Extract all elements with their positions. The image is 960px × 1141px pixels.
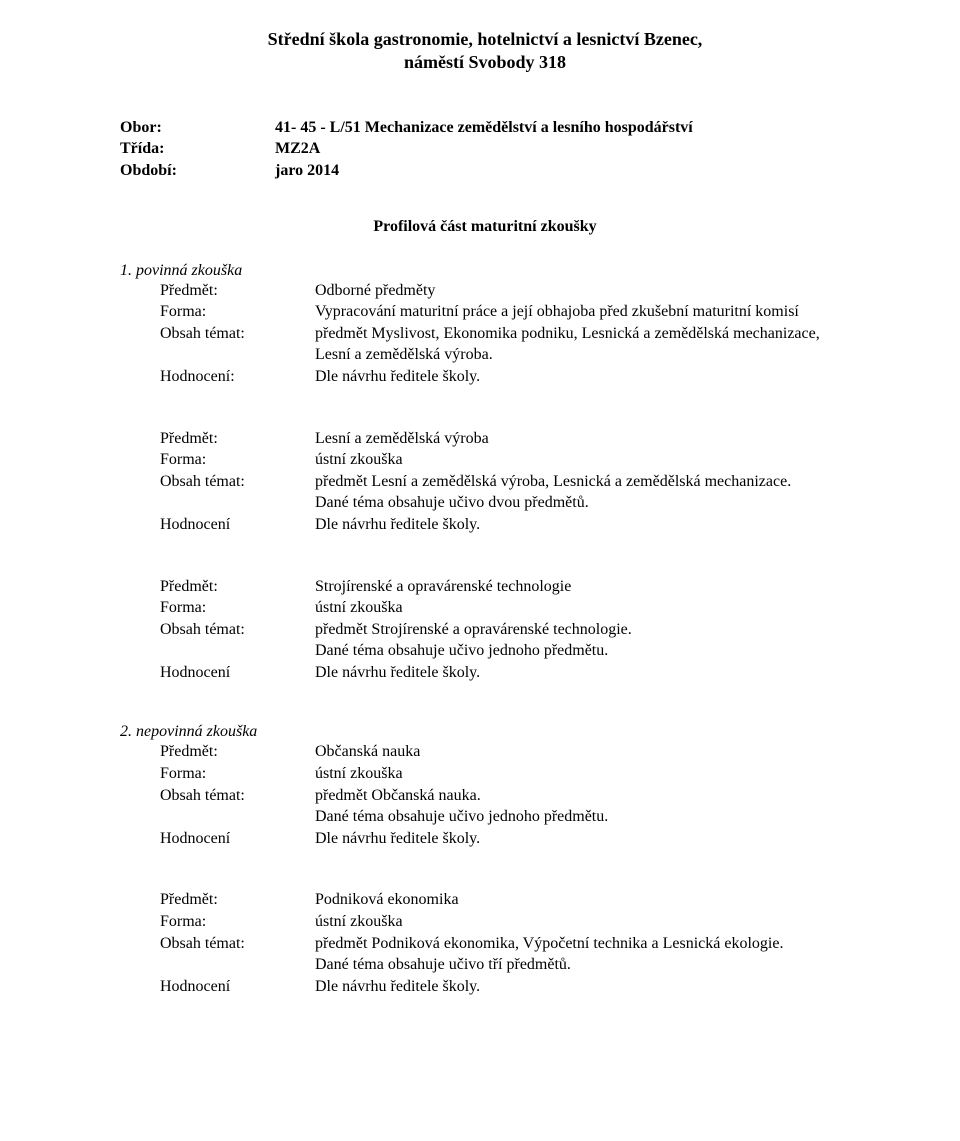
obsah-value-line1: předmět Občanská nauka. <box>315 785 850 807</box>
trida-label: Třída: <box>120 138 275 160</box>
obsah-value-line2: Dané téma obsahuje učivo jednoho předmět… <box>315 640 850 662</box>
predmet-value: Lesní a zemědělská výroba <box>315 428 850 450</box>
exam1-heading: 1. povinná zkouška <box>120 262 850 280</box>
obsah-empty-label <box>160 344 315 366</box>
forma-value: ústní zkouška <box>315 763 850 785</box>
forma-value: ústní zkouška <box>315 449 850 471</box>
hodnoceni-value: Dle návrhu ředitele školy. <box>315 828 850 850</box>
obsah-value-line2: Lesní a zemědělská výroba. <box>315 344 850 366</box>
forma-label: Forma: <box>160 449 315 471</box>
obsah-label: Obsah témat: <box>160 785 315 807</box>
section-5: Předmět: Podniková ekonomika Forma: ústn… <box>120 889 850 997</box>
school-name-line2: náměstí Svobody 318 <box>120 51 850 74</box>
predmet-label: Předmět: <box>160 889 315 911</box>
predmet-value: Podniková ekonomika <box>315 889 850 911</box>
forma-label: Forma: <box>160 301 315 323</box>
obsah-label: Obsah témat: <box>160 323 315 345</box>
forma-label: Forma: <box>160 597 315 619</box>
forma-value: Vypracování maturitní práce a její obhaj… <box>315 301 850 323</box>
predmet-value: Odborné předměty <box>315 280 850 302</box>
predmet-label: Předmět: <box>160 280 315 302</box>
obdobi-value: jaro 2014 <box>275 160 850 182</box>
school-name-line1: Střední škola gastronomie, hotelnictví a… <box>120 28 850 51</box>
predmet-label: Předmět: <box>160 428 315 450</box>
meta-row-obor: Obor: 41- 45 - L/51 Mechanizace zeměděls… <box>120 117 850 139</box>
obsah-value-line1: předmět Strojírenské a opravárenské tech… <box>315 619 850 641</box>
hodnoceni-value: Dle návrhu ředitele školy. <box>315 662 850 684</box>
meta-row-trida: Třída: MZ2A <box>120 138 850 160</box>
obsah-value-line1: předmět Myslivost, Ekonomika podniku, Le… <box>315 323 850 345</box>
hodnoceni-label: Hodnocení: <box>160 366 315 388</box>
obsah-value-line1: předmět Podniková ekonomika, Výpočetní t… <box>315 933 850 955</box>
hodnoceni-value: Dle návrhu ředitele školy. <box>315 514 850 536</box>
obsah-value-line2: Dané téma obsahuje učivo dvou předmětů. <box>315 492 850 514</box>
obsah-empty-label <box>160 806 315 828</box>
predmet-label: Předmět: <box>160 741 315 763</box>
section-3: Předmět: Strojírenské a opravárenské tec… <box>120 576 850 684</box>
obor-label: Obor: <box>120 117 275 139</box>
meta-row-obdobi: Období: jaro 2014 <box>120 160 850 182</box>
hodnoceni-label: Hodnocení <box>160 828 315 850</box>
obsah-empty-label <box>160 492 315 514</box>
section-2: Předmět: Lesní a zemědělská výroba Forma… <box>120 428 850 536</box>
forma-value: ústní zkouška <box>315 911 850 933</box>
section-4: Předmět: Občanská nauka Forma: ústní zko… <box>120 741 850 849</box>
document-page: Střední škola gastronomie, hotelnictví a… <box>0 0 960 1141</box>
predmet-value: Strojírenské a opravárenské technologie <box>315 576 850 598</box>
hodnoceni-label: Hodnocení <box>160 662 315 684</box>
obsah-label: Obsah témat: <box>160 933 315 955</box>
obsah-value-line1: předmět Lesní a zemědělská výroba, Lesni… <box>315 471 850 493</box>
hodnoceni-value: Dle návrhu ředitele školy. <box>315 976 850 998</box>
forma-value: ústní zkouška <box>315 597 850 619</box>
hodnoceni-value: Dle návrhu ředitele školy. <box>315 366 850 388</box>
trida-value: MZ2A <box>275 138 850 160</box>
obdobi-label: Období: <box>120 160 275 182</box>
predmet-value: Občanská nauka <box>315 741 850 763</box>
obsah-value-line2: Dané téma obsahuje učivo jednoho předmět… <box>315 806 850 828</box>
forma-label: Forma: <box>160 911 315 933</box>
hodnoceni-label: Hodnocení <box>160 514 315 536</box>
obsah-label: Obsah témat: <box>160 471 315 493</box>
section-1: Předmět: Odborné předměty Forma: Vypraco… <box>120 280 850 388</box>
exam2-heading: 2. nepovinná zkouška <box>120 723 850 741</box>
obsah-empty-label <box>160 640 315 662</box>
obsah-value-line2: Dané téma obsahuje učivo tří předmětů. <box>315 954 850 976</box>
predmet-label: Předmět: <box>160 576 315 598</box>
profil-part-title: Profilová část maturitní zkoušky <box>120 218 850 236</box>
obsah-empty-label <box>160 954 315 976</box>
obsah-label: Obsah témat: <box>160 619 315 641</box>
obor-value: 41- 45 - L/51 Mechanizace zemědělství a … <box>275 117 850 139</box>
hodnoceni-label: Hodnocení <box>160 976 315 998</box>
forma-label: Forma: <box>160 763 315 785</box>
